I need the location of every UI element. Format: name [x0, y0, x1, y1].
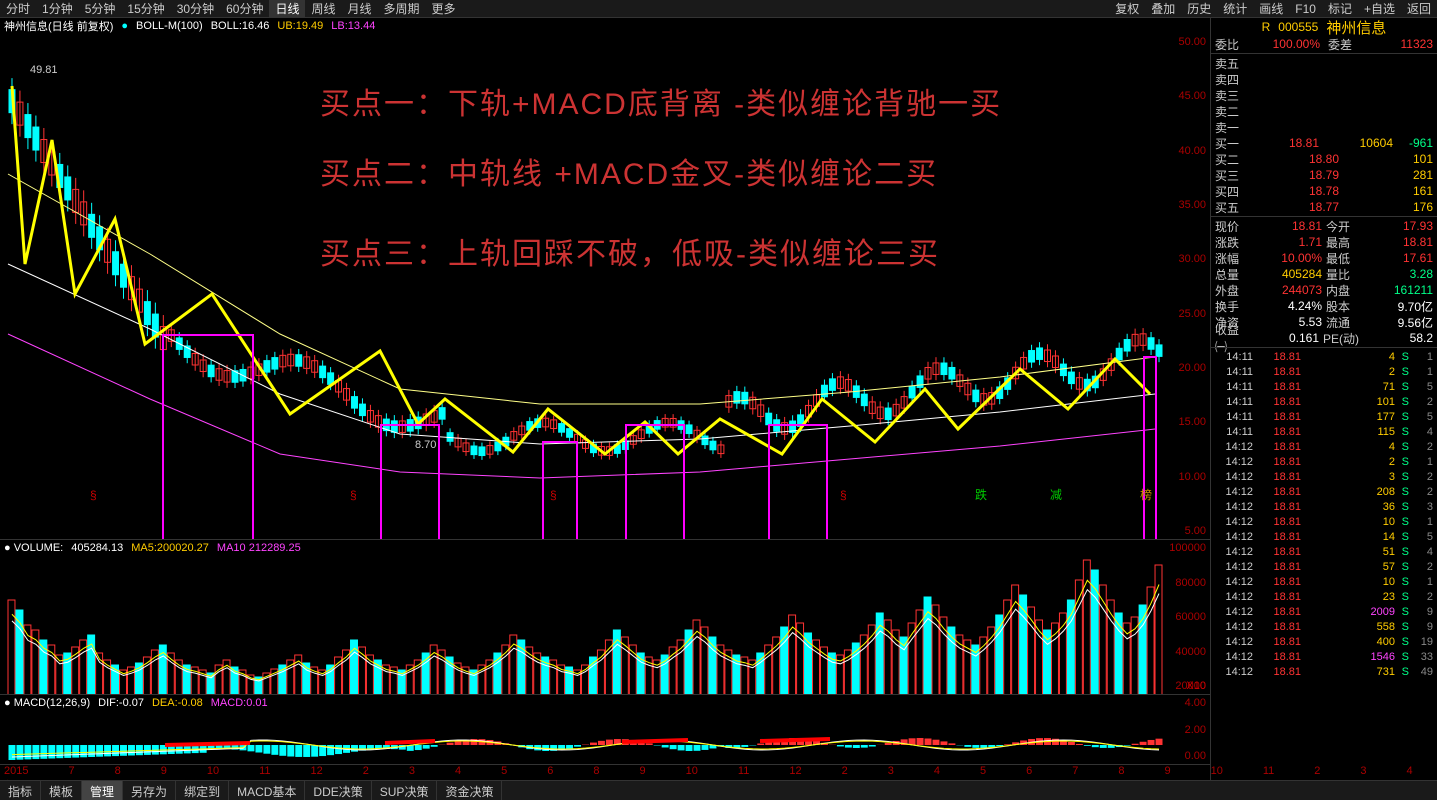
tick-row: 14:1118.81115S4 [1211, 424, 1437, 439]
annotation-3: 买点三：上轨回踩不破，低吸-类似缠论三买 [320, 229, 940, 273]
macd-indicator-bar: ● MACD(12,26,9) DIF:-0.07 DEA:-0.08 MACD… [0, 695, 272, 711]
annotation-1: 买点一：下轨+MACD底背离 -类似缠论背驰一买 [320, 79, 1002, 123]
bottom-tab[interactable]: 资金决策 [437, 781, 502, 800]
quote-row: 总量405284量比3.28 [1211, 266, 1437, 282]
quote-row: 涨幅10.00%最低17.61 [1211, 250, 1437, 266]
bottom-tab[interactable]: 绑定到 [176, 781, 229, 800]
tick-list[interactable]: 14:1118.814S114:1118.812S114:1118.8171S5… [1211, 349, 1437, 780]
tick-row: 14:1218.811546S33 [1211, 649, 1437, 664]
timeframe-tab[interactable]: 更多 [426, 0, 462, 17]
sell-row: 卖二 [1211, 103, 1437, 119]
timeframe-tab[interactable]: 周线 [305, 0, 341, 17]
macd-chart[interactable]: ● MACD(12,26,9) DIF:-0.07 DEA:-0.08 MACD… [0, 694, 1210, 764]
quote-row: 收益㈠0.161PE(动)58.2 [1211, 330, 1437, 346]
bottom-tab[interactable]: 管理 [82, 781, 123, 800]
buy-row: 买三18.79281 [1211, 167, 1437, 183]
quote-row: 涨跌1.71最高18.81 [1211, 234, 1437, 250]
price-y-axis: 50.0045.0040.0035.0030.0025.0020.0015.00… [1165, 34, 1210, 539]
toolbar-button[interactable]: 画线 [1253, 0, 1289, 17]
tick-row: 14:1218.8110S1 [1211, 574, 1437, 589]
buy-row: 买二18.80101 [1211, 151, 1437, 167]
timeframe-tab[interactable]: 5分钟 [79, 0, 122, 17]
tick-row: 14:1218.814S2 [1211, 439, 1437, 454]
tick-row: 14:1218.8114S5 [1211, 529, 1437, 544]
volume-indicator-bar: ● VOLUME:405284.13 MA5:200020.27 MA10 21… [0, 540, 305, 556]
annotation-2: 买点二：中轨线 +MACD金叉-类似缠论二买 [320, 149, 938, 193]
bottom-tab[interactable]: 模板 [41, 781, 82, 800]
bottom-tab[interactable]: 指标 [0, 781, 41, 800]
tick-row: 14:1218.812S1 [1211, 454, 1437, 469]
quote-row: 外盘244073内盘161211 [1211, 282, 1437, 298]
tick-row: 14:1218.81558S9 [1211, 619, 1437, 634]
tick-row: 14:1118.8171S5 [1211, 379, 1437, 394]
tick-row: 14:1218.81208S2 [1211, 484, 1437, 499]
tick-row: 14:1118.812S1 [1211, 364, 1437, 379]
tick-row: 14:1218.812009S9 [1211, 604, 1437, 619]
timeframe-tab[interactable]: 30分钟 [171, 0, 220, 17]
tick-row: 14:1218.813S2 [1211, 469, 1437, 484]
bottom-tab[interactable]: SUP决策 [372, 781, 438, 800]
buy-row: 买五18.77176 [1211, 199, 1437, 215]
sell-row: 卖四 [1211, 71, 1437, 87]
tick-row: 14:1218.8157S2 [1211, 559, 1437, 574]
bottom-tabs: 指标模板管理另存为绑定到MACD基本DDE决策SUP决策资金决策 [0, 780, 1437, 800]
svg-text:§: § [350, 488, 357, 502]
tick-row: 14:1118.81101S2 [1211, 394, 1437, 409]
volume-y-axis: 10000080000600004000020000 [1165, 540, 1210, 694]
quote-row: 换手4.24%股本9.70亿 [1211, 298, 1437, 314]
toolbar-button[interactable]: 叠加 [1145, 0, 1181, 17]
tick-row: 14:1218.8136S3 [1211, 499, 1437, 514]
stock-title: R 000555 神州信息 [1211, 18, 1437, 36]
timeframe-tab[interactable]: 15分钟 [121, 0, 170, 17]
tick-row: 14:1218.81731S49 [1211, 664, 1437, 679]
timeframe-tab[interactable]: 日线 [269, 0, 305, 17]
tick-row: 14:1118.81177S5 [1211, 409, 1437, 424]
timeframe-tabs: 分时1分钟5分钟15分钟30分钟60分钟日线周线月线多周期更多 [0, 0, 1109, 17]
timeframe-tab[interactable]: 1分钟 [36, 0, 79, 17]
top-toolbar: 分时1分钟5分钟15分钟30分钟60分钟日线周线月线多周期更多 复权叠加历史统计… [0, 0, 1437, 18]
tick-row: 14:1218.81400S19 [1211, 634, 1437, 649]
toolbar-button[interactable]: 历史 [1181, 0, 1217, 17]
timeframe-tab[interactable]: 多周期 [378, 0, 426, 17]
sell-row: 卖一 [1211, 119, 1437, 135]
toolbar-button[interactable]: 返回 [1401, 0, 1437, 17]
toolbar-button[interactable]: +自选 [1358, 0, 1401, 17]
toolbar-button[interactable]: 统计 [1217, 0, 1253, 17]
sell-row: 卖三 [1211, 87, 1437, 103]
bottom-tab[interactable]: DDE决策 [305, 781, 371, 800]
toolbar-button[interactable]: 标记 [1322, 0, 1358, 17]
tick-row: 14:1218.8151S4 [1211, 544, 1437, 559]
macd-y-axis: 4.002.000.00 [1165, 695, 1210, 764]
boll-indicator-bar: 神州信息(日线 前复权) ● BOLL-M(100) BOLL:16.46 UB… [0, 18, 1210, 34]
timeframe-tab[interactable]: 月线 [342, 0, 378, 17]
buy-row: 买一18.8110604-961 [1211, 135, 1437, 151]
stock-desc: 神州信息(日线 前复权) [4, 18, 113, 34]
tick-row: 14:1118.814S1 [1211, 349, 1437, 364]
bottom-tab[interactable]: 另存为 [123, 781, 176, 800]
volume-chart[interactable]: ● VOLUME:405284.13 MA5:200020.27 MA10 21… [0, 539, 1210, 694]
buy-row: 买四18.78161 [1211, 183, 1437, 199]
toolbar-button[interactable]: 复权 [1109, 0, 1145, 17]
toolbar-button[interactable]: F10 [1289, 0, 1322, 17]
bottom-tab[interactable]: MACD基本 [229, 781, 305, 800]
timeframe-tab[interactable]: 分时 [0, 0, 36, 17]
quote-row: 现价18.81今开17.93 [1211, 218, 1437, 234]
tick-row: 14:1218.8110S1 [1211, 514, 1437, 529]
svg-text:§: § [90, 488, 97, 502]
sell-row: 卖五 [1211, 55, 1437, 71]
timeframe-tab[interactable]: 60分钟 [220, 0, 269, 17]
toolbar-right: 复权叠加历史统计画线F10标记+自选返回 [1109, 0, 1437, 17]
time-axis: 2015年78910111223456891011122345678910112… [0, 764, 1210, 780]
quote-panel: R 000555 神州信息 委比 100.00% 委差 11323 卖五卖四卖三… [1210, 18, 1437, 780]
boll-label: BOLL-M(100) [136, 20, 203, 32]
tick-row: 14:1218.8123S2 [1211, 589, 1437, 604]
svg-text:§: § [550, 488, 557, 502]
svg-text:§: § [840, 488, 847, 502]
price-chart[interactable]: § § § § 50.0045.0040.0035.0030.0025.0020.00… [0, 34, 1210, 539]
